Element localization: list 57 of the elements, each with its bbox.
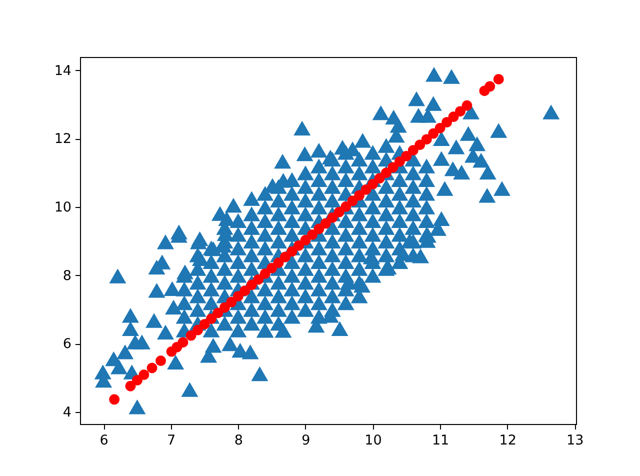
point <box>401 150 412 162</box>
x-tick-label: 6 <box>100 432 108 448</box>
point <box>340 201 352 212</box>
point <box>125 380 136 392</box>
point <box>178 337 188 348</box>
point <box>484 81 496 92</box>
point <box>347 196 358 206</box>
x-tick-label: 9 <box>302 432 310 448</box>
point <box>109 394 120 405</box>
point <box>414 140 426 150</box>
y-tick-label: 12 <box>54 131 72 148</box>
point <box>192 324 204 336</box>
point <box>428 128 439 139</box>
point <box>394 156 405 167</box>
point <box>199 318 210 330</box>
point <box>448 112 459 122</box>
point <box>232 290 244 302</box>
point <box>280 252 291 262</box>
point <box>240 286 250 296</box>
y-tick-label: 4 <box>62 404 72 421</box>
point <box>306 229 318 240</box>
point <box>226 296 237 308</box>
point <box>132 375 142 386</box>
point <box>260 268 270 279</box>
point <box>421 134 432 145</box>
point <box>462 100 472 111</box>
x-tick-label: 11 <box>432 432 450 448</box>
point <box>300 234 311 246</box>
x-tick-label: 10 <box>364 432 382 448</box>
x-tick-label: 7 <box>167 432 176 448</box>
y-tick-label: 14 <box>54 62 72 79</box>
point <box>388 162 398 173</box>
x-tick-label: 8 <box>234 432 243 448</box>
point <box>493 74 504 84</box>
point <box>408 145 418 156</box>
point <box>374 173 385 184</box>
point <box>266 262 278 274</box>
point <box>354 190 365 201</box>
point <box>156 356 166 366</box>
point <box>455 106 466 117</box>
point <box>442 117 452 128</box>
x-tick-label: 12 <box>499 432 516 448</box>
point <box>380 168 392 178</box>
y-tick-label: 6 <box>62 336 72 352</box>
y-tick-label: 8 <box>62 268 72 284</box>
point <box>334 206 344 218</box>
point <box>219 302 230 313</box>
point <box>434 122 446 134</box>
y-tick-label: 10 <box>54 200 72 216</box>
point <box>314 224 324 234</box>
point <box>146 362 158 374</box>
x-tick-label: 13 <box>566 432 584 448</box>
point <box>320 218 331 229</box>
point <box>360 184 372 195</box>
point <box>253 274 264 285</box>
point <box>138 370 150 380</box>
point <box>273 257 284 268</box>
